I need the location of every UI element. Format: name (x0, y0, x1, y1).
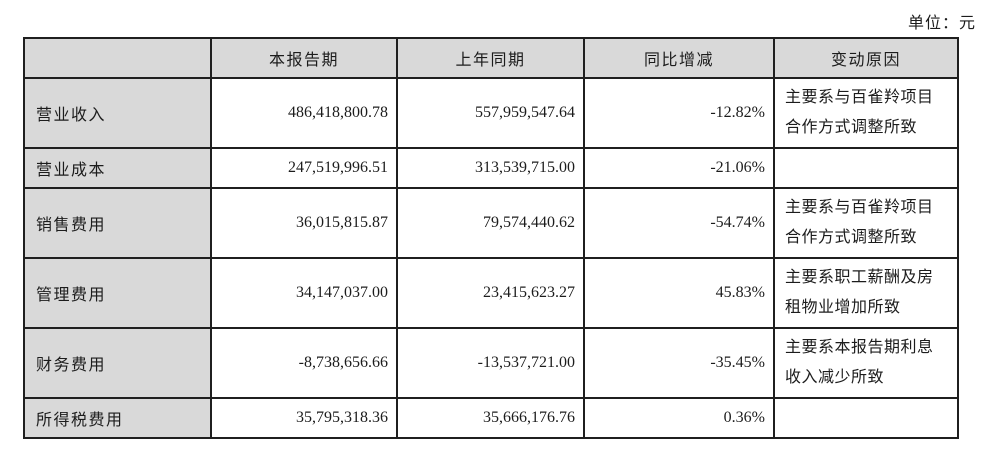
unit-label: 单位：元 (907, 15, 976, 32)
row-label: 营业收入 (23, 77, 212, 149)
change-reason-cell (773, 147, 959, 189)
change-reason-text: 主要系本报告期利息收入减少所致 (785, 339, 934, 386)
row-label: 管理费用 (23, 257, 212, 329)
table-row-selling-expenses: 销售费用 36,015,815.87 79,574,440.62 -54.74%… (23, 187, 959, 259)
change-reason-cell: 主要系与百雀羚项目合作方式调整所致 (773, 187, 959, 259)
prior-period-value: 557,959,547.64 (396, 77, 585, 149)
row-label: 所得税费用 (23, 397, 212, 439)
current-period-value: -8,738,656.66 (210, 327, 398, 399)
prior-period-value: 23,415,623.27 (396, 257, 585, 329)
table-header-row: 本报告期 上年同期 同比增减 变动原因 (23, 37, 959, 79)
header-current-period: 本报告期 (210, 37, 398, 79)
change-reason-text: 主要系与百雀羚项目合作方式调整所致 (785, 199, 934, 246)
yoy-change-value: -21.06% (583, 147, 775, 189)
table-row-income-tax-expenses: 所得税费用 35,795,318.36 35,666,176.76 0.36% (23, 397, 959, 439)
change-reason-cell: 主要系本报告期利息收入减少所致 (773, 327, 959, 399)
header-prior-period: 上年同期 (396, 37, 585, 79)
prior-period-value: 79,574,440.62 (396, 187, 585, 259)
current-period-value: 486,418,800.78 (210, 77, 398, 149)
change-reason-text: 主要系与百雀羚项目合作方式调整所致 (785, 89, 934, 136)
yoy-change-value: -35.45% (583, 327, 775, 399)
change-reason-cell: 主要系与百雀羚项目合作方式调整所致 (773, 77, 959, 149)
prior-period-value: 35,666,176.76 (396, 397, 585, 439)
table-row-operating-cost: 营业成本 247,519,996.51 313,539,715.00 -21.0… (23, 147, 959, 189)
row-label: 营业成本 (23, 147, 212, 189)
current-period-value: 34,147,037.00 (210, 257, 398, 329)
header-change-reason: 变动原因 (773, 37, 959, 79)
current-period-value: 247,519,996.51 (210, 147, 398, 189)
header-yoy-change: 同比增减 (583, 37, 775, 79)
financial-changes-table: 本报告期 上年同期 同比增减 变动原因 营业收入 486,418,800.78 … (23, 37, 959, 439)
table-row-operating-revenue: 营业收入 486,418,800.78 557,959,547.64 -12.8… (23, 77, 959, 149)
change-reason-text: 主要系职工薪酬及房租物业增加所致 (785, 269, 934, 316)
yoy-change-value: -12.82% (583, 77, 775, 149)
current-period-value: 35,795,318.36 (210, 397, 398, 439)
current-period-value: 36,015,815.87 (210, 187, 398, 259)
yoy-change-value: 45.83% (583, 257, 775, 329)
header-item-blank (23, 37, 212, 79)
yoy-change-value: -54.74% (583, 187, 775, 259)
row-label: 销售费用 (23, 187, 212, 259)
row-label: 财务费用 (23, 327, 212, 399)
prior-period-value: -13,537,721.00 (396, 327, 585, 399)
table-row-finance-expenses: 财务费用 -8,738,656.66 -13,537,721.00 -35.45… (23, 327, 959, 399)
change-reason-cell (773, 397, 959, 439)
change-reason-cell: 主要系职工薪酬及房租物业增加所致 (773, 257, 959, 329)
table-row-admin-expenses: 管理费用 34,147,037.00 23,415,623.27 45.83% … (23, 257, 959, 329)
prior-period-value: 313,539,715.00 (396, 147, 585, 189)
yoy-change-value: 0.36% (583, 397, 775, 439)
